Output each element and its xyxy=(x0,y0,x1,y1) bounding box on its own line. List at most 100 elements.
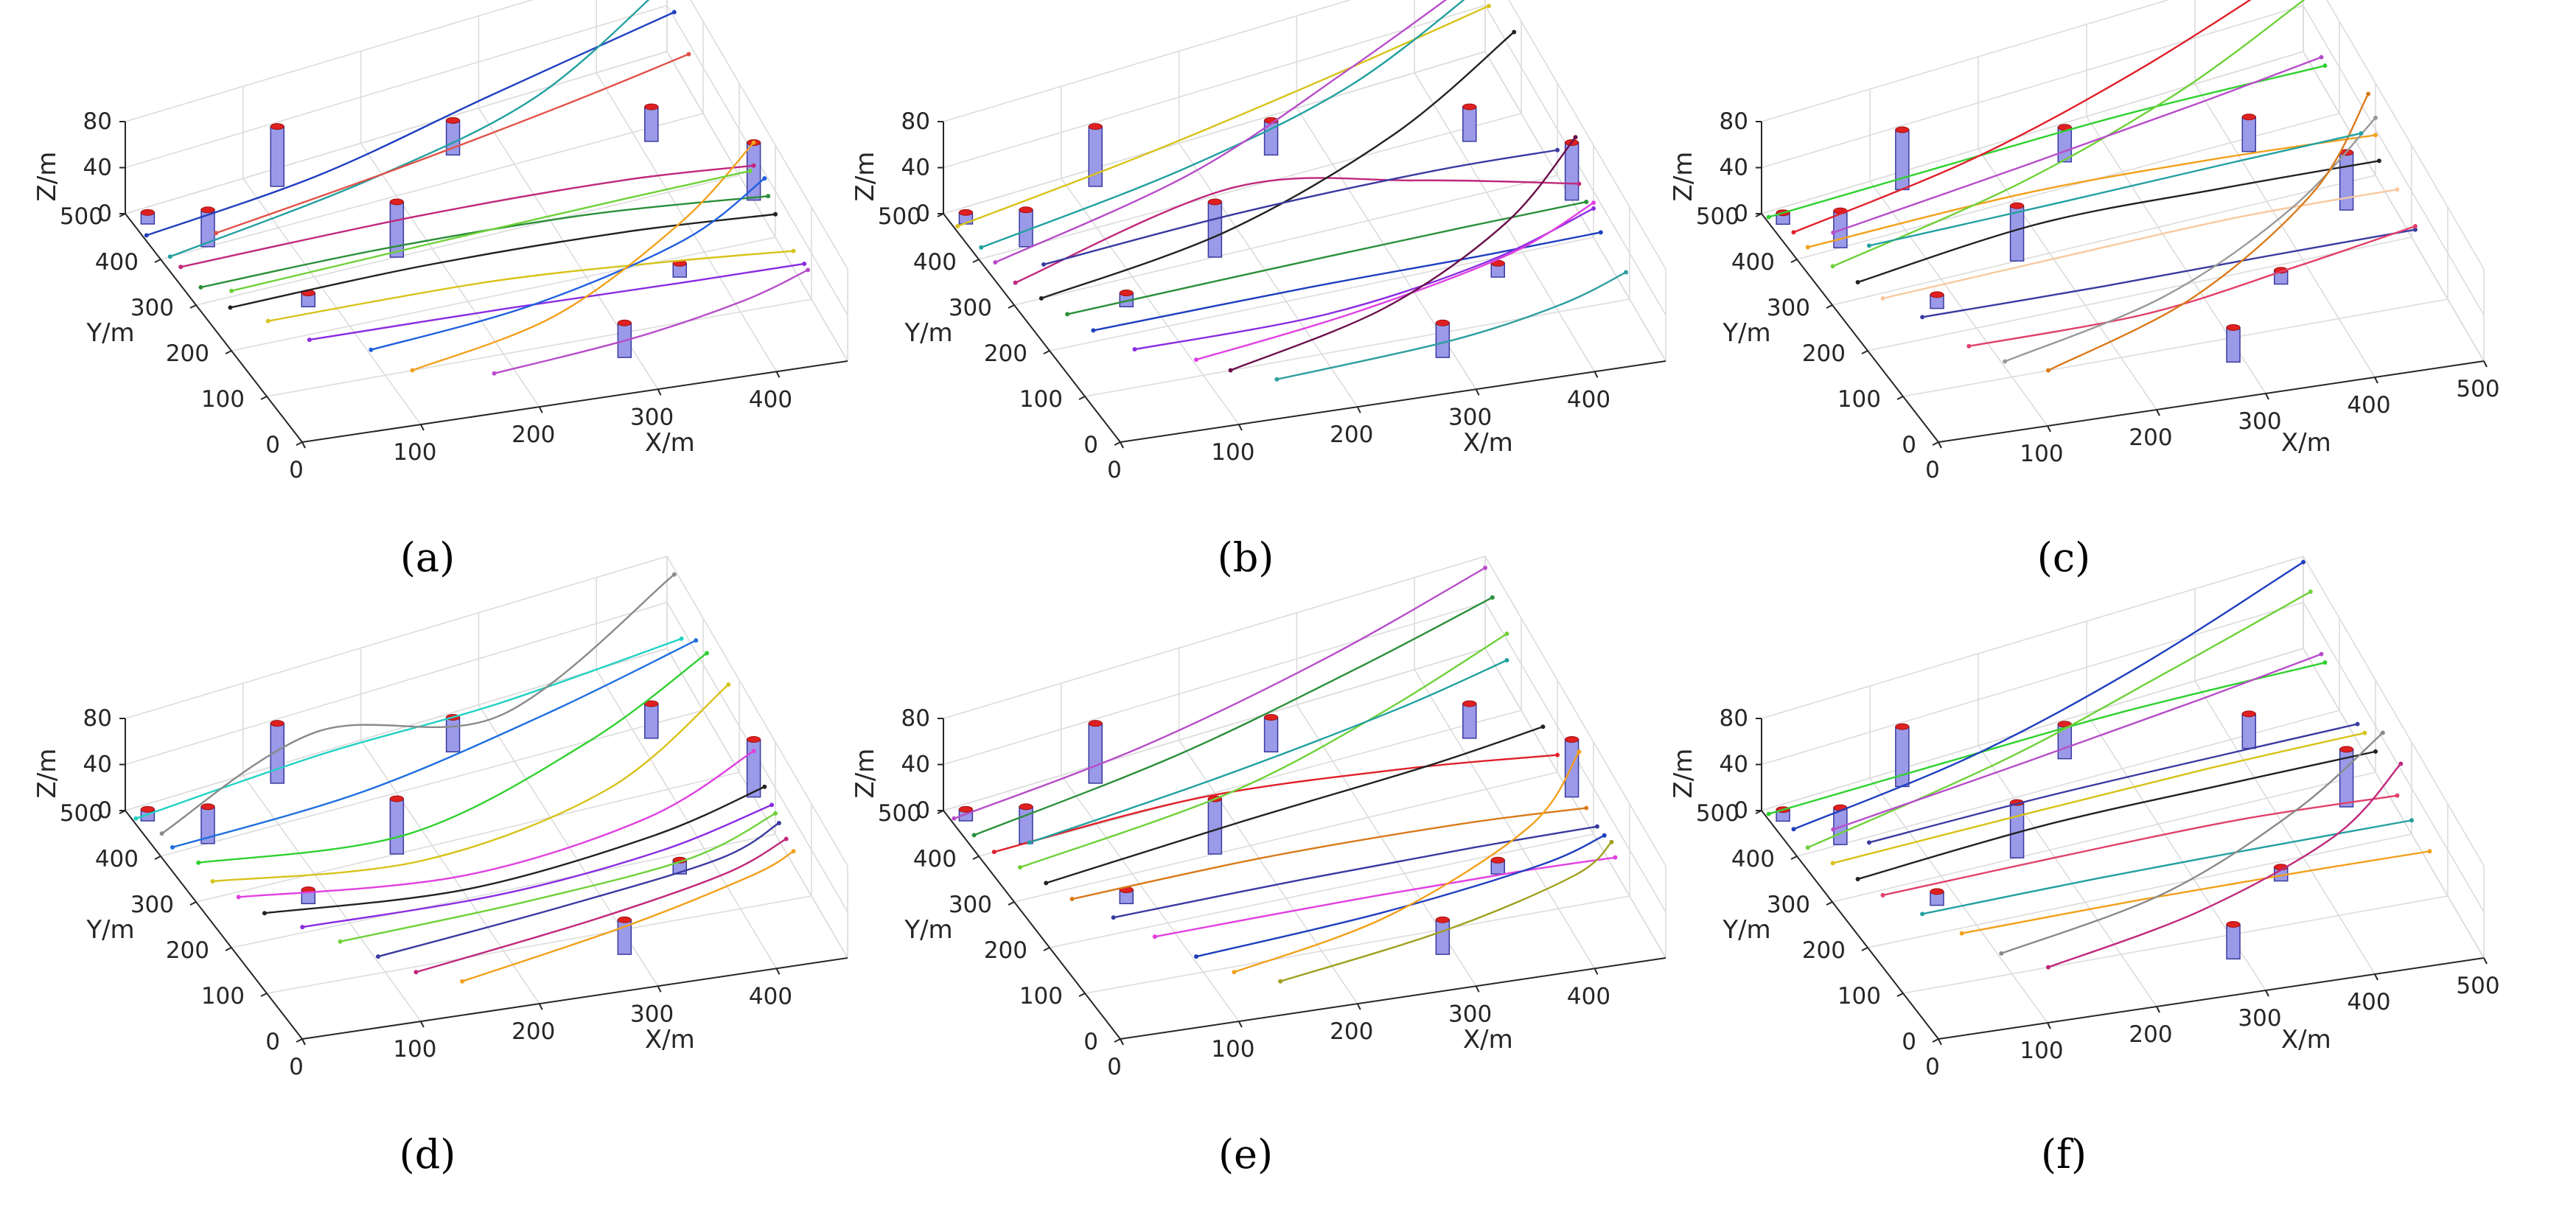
trajectory-line xyxy=(1832,0,2306,267)
trajectory-start-point xyxy=(1880,295,1885,301)
y-axis-line xyxy=(125,213,303,443)
trajectory-start-point xyxy=(1831,230,1836,235)
trajectory-line xyxy=(377,822,780,958)
x-tick-label: 200 xyxy=(2129,1021,2172,1048)
y-tick xyxy=(1826,304,1833,309)
x-tick xyxy=(1238,424,1243,431)
trajectory-start-point xyxy=(133,816,139,821)
panel-caption: (a) xyxy=(400,534,455,581)
x-tick-label: 0 xyxy=(289,1054,304,1080)
y-tick-label: 500 xyxy=(878,800,921,827)
obstacle-top xyxy=(1019,803,1033,811)
trajectory-end-point xyxy=(751,163,756,168)
y-tick-label: 400 xyxy=(913,249,957,276)
obstacle-cylinder xyxy=(389,798,405,855)
trajectory-end-point xyxy=(2322,63,2328,69)
x-axis-label: X/m xyxy=(1463,428,1513,458)
y-tick-label: 0 xyxy=(1083,432,1098,458)
trajectory-start-point xyxy=(262,911,267,916)
x-tick-label: 200 xyxy=(1330,1018,1373,1045)
obstacle-top xyxy=(1088,720,1103,727)
obstacle-top xyxy=(1088,123,1103,130)
trajectory-end-point xyxy=(1504,632,1509,637)
trajectory-start-point xyxy=(369,347,374,352)
trajectory-end-point xyxy=(1591,206,1596,211)
y-tick xyxy=(1078,396,1086,400)
trajectory-line xyxy=(994,754,1558,853)
trajectory-end-point xyxy=(2355,721,2360,727)
trajectory-line xyxy=(1882,188,2398,300)
obstacle-top xyxy=(1462,700,1477,707)
trajectory-line xyxy=(136,637,683,819)
x-tick-label: 200 xyxy=(512,1018,555,1045)
trajectory-start-point xyxy=(1027,840,1032,845)
trajectory-line xyxy=(1195,202,1594,361)
obstacle-top xyxy=(1264,713,1279,721)
x-tick-label: 500 xyxy=(2456,973,2499,999)
trajectory-line xyxy=(1072,807,1587,900)
y-tick-label: 300 xyxy=(1767,892,1810,918)
trajectory-start-point xyxy=(952,816,957,821)
grid-line xyxy=(1832,772,2376,903)
trajectory-end-point xyxy=(671,10,677,15)
obstacle-cylinder xyxy=(644,703,659,739)
y-tick xyxy=(1008,304,1015,309)
y-tick-label: 300 xyxy=(130,892,174,918)
trajectory-start-point xyxy=(1041,262,1047,267)
x-tick-label: 500 xyxy=(2456,376,2499,402)
trajectory-end-point xyxy=(2395,793,2400,798)
grid-line xyxy=(195,772,740,903)
x-axis-label: X/m xyxy=(1463,1025,1513,1054)
panel-b: 0100200300400010020030040050004080X/mY/m… xyxy=(851,0,1666,483)
trajectory-end-point xyxy=(1555,147,1560,153)
x-tick xyxy=(538,406,543,413)
grid-line xyxy=(266,298,812,397)
obstacle-top xyxy=(2241,710,2256,718)
x-tick xyxy=(1938,1038,1942,1046)
obstacle-cylinder xyxy=(1207,798,1223,855)
x-tick xyxy=(1238,1021,1243,1028)
panel-f: 0100200300400500010020030040050004080X/m… xyxy=(1669,556,2500,1080)
obstacle-cylinder xyxy=(1564,738,1580,798)
x-tick xyxy=(2265,990,2269,997)
z-tick-label: 40 xyxy=(901,752,930,778)
trajectory-line xyxy=(1793,561,2304,830)
trajectory-start-point xyxy=(955,223,960,228)
y-tick xyxy=(1932,441,1939,446)
trajectory-end-point xyxy=(686,52,691,57)
trajectory-line xyxy=(1113,825,1598,919)
trajectory-start-point xyxy=(1959,931,1964,936)
x-tick xyxy=(1475,388,1480,396)
y-tick xyxy=(1932,1038,1939,1043)
y-tick-label: 100 xyxy=(1837,386,1881,413)
obstacle-top xyxy=(1895,126,1910,133)
grid-line xyxy=(1061,178,1240,425)
grid-line xyxy=(1178,142,1358,407)
z-tick-label: 0 xyxy=(915,200,930,227)
y-tick xyxy=(1790,259,1798,263)
trajectory-end-point xyxy=(694,638,699,643)
trajectory-start-point xyxy=(1018,865,1023,870)
trajectory-line xyxy=(302,804,772,928)
trajectory-line xyxy=(1768,64,2325,218)
trajectory-start-point xyxy=(2045,368,2050,373)
trajectory-line xyxy=(1234,751,1580,973)
grid-line xyxy=(1084,298,1630,397)
trajectory-start-point xyxy=(460,979,465,984)
y-tick-label: 0 xyxy=(265,1029,280,1055)
x-tick-label: 0 xyxy=(289,457,304,483)
trajectory-start-point xyxy=(1111,915,1116,920)
trajectory-line xyxy=(1961,850,2430,934)
trajectory-start-point xyxy=(993,260,998,265)
obstacle-cylinder xyxy=(2226,326,2241,363)
trajectory-line xyxy=(974,596,1493,836)
x-axis-line xyxy=(1120,360,1666,443)
trajectory-line xyxy=(1093,231,1602,332)
y-tick-label: 100 xyxy=(201,983,245,1010)
trajectory-end-point xyxy=(2376,158,2381,164)
y-tick xyxy=(1008,901,1015,906)
trajectory-end-point xyxy=(762,784,767,789)
trajectory-end-point xyxy=(2427,849,2432,854)
obstacle-top xyxy=(270,720,285,727)
y-tick xyxy=(1896,993,1904,997)
